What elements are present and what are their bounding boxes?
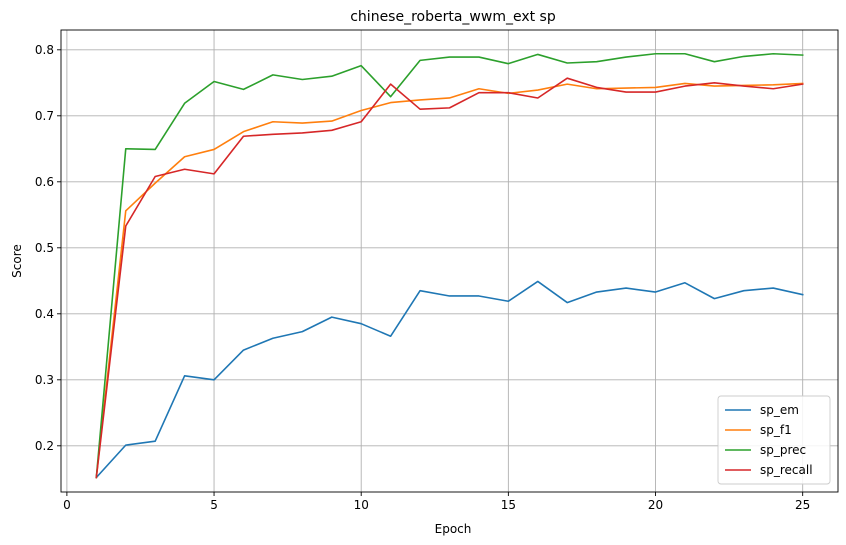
plot-frame (60, 29, 839, 493)
legend-label-sp_f1: sp_f1 (760, 423, 792, 437)
legend: sp_em sp_f1 sp_prec sp_recall (717, 395, 831, 485)
y-tick-label: 0.2 (35, 439, 54, 453)
grid (61, 30, 838, 492)
x-tick-label: 25 (795, 498, 810, 512)
legend-label-sp_em: sp_em (760, 403, 799, 417)
series-line-sp_prec (95, 52, 804, 479)
x-tick-label: 15 (501, 498, 516, 512)
y-tick-label: 0.3 (35, 373, 54, 387)
x-tick-label: 0 (63, 498, 71, 512)
y-tick-label: 0.8 (35, 43, 54, 57)
y-axis-label: Score (10, 244, 24, 278)
x-tick-label: 20 (648, 498, 663, 512)
y-tick-label: 0.5 (35, 241, 54, 255)
series-line-sp_em (95, 280, 804, 479)
x-axis-label: Epoch (435, 522, 472, 536)
x-tick-label: 10 (354, 498, 369, 512)
series-layer (95, 52, 804, 479)
y-tick-label: 0.6 (35, 175, 54, 189)
y-axis: 0.2 0.3 0.4 0.5 0.6 0.7 0.8 (35, 43, 61, 453)
y-tick-label: 0.4 (35, 307, 54, 321)
legend-box (717, 395, 831, 485)
x-axis: 0 5 10 15 20 25 (63, 492, 810, 512)
series-line-sp_f1 (95, 82, 804, 479)
legend-label-sp_prec: sp_prec (760, 443, 806, 457)
legend-label-sp_recall: sp_recall (760, 463, 813, 477)
chart-title: chinese_roberta_wwm_ext sp (350, 9, 556, 25)
series-line-sp_recall (95, 77, 804, 479)
y-tick-label: 0.7 (35, 109, 54, 123)
x-tick-label: 5 (210, 498, 218, 512)
